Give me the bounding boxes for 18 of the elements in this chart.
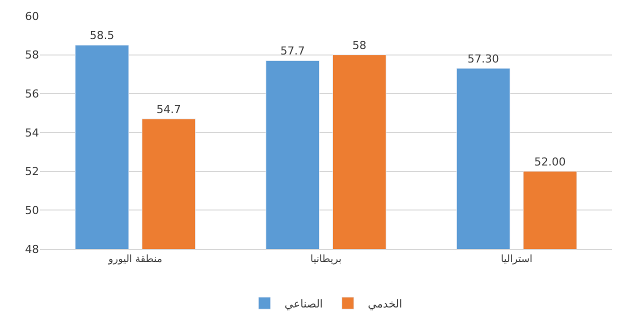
y-tick-label: 60 <box>25 10 39 23</box>
y-tick-label: 56 <box>25 88 39 101</box>
data-label: 52.00 <box>534 155 566 168</box>
data-label: 58 <box>352 38 366 52</box>
x-tick-label: بريطانيا <box>310 254 342 265</box>
y-tick-label: 54 <box>25 126 39 140</box>
legend-label: الصناعي <box>284 297 323 310</box>
data-label: 57.7 <box>280 44 305 58</box>
x-tick-label: استراليا <box>500 254 532 265</box>
y-tick-label: 50 <box>25 204 39 218</box>
y-tick-label: 52 <box>25 165 39 178</box>
y-tick-label: 58 <box>25 48 39 62</box>
x-tick-label: منطقة اليورو <box>107 254 162 265</box>
data-label: 54.7 <box>156 102 181 116</box>
data-label: 58.5 <box>90 29 114 42</box>
data-label: 57.30 <box>468 52 500 66</box>
y-tick-label: 48 <box>25 242 39 256</box>
legend-label: الخدمي <box>368 297 402 310</box>
